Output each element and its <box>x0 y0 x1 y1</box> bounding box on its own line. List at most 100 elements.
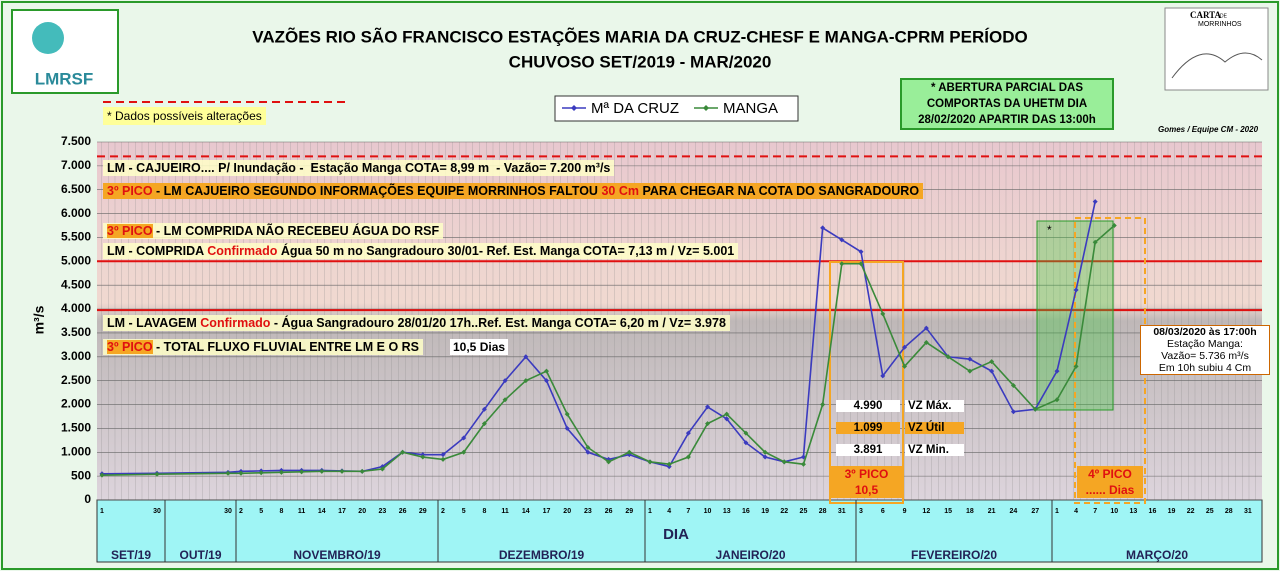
series-marker <box>154 471 160 477</box>
series-marker <box>461 449 467 455</box>
series-marker <box>743 440 749 446</box>
x-tick-label: 19 <box>1168 508 1176 515</box>
box-line: COMPORTAS DA UHETM DIA <box>926 98 1088 110</box>
series-marker <box>762 454 768 460</box>
series-marker <box>902 344 908 350</box>
x-tick-label: 23 <box>379 508 387 515</box>
series-marker <box>225 470 231 476</box>
logo-icon <box>32 22 64 54</box>
series-marker <box>945 354 951 360</box>
series-marker <box>319 468 325 474</box>
box-line: * ABERTURA PARCIAL DAS <box>930 82 1084 94</box>
x-tick-label: 30 <box>224 508 232 515</box>
x-tick-label: 31 <box>838 508 846 515</box>
x-tick-label: 30 <box>153 508 161 515</box>
x-tick-label: 5 <box>462 508 466 515</box>
series-marker <box>762 449 768 455</box>
y-tick-label: 3.000 <box>61 349 91 363</box>
x-tick-label: 17 <box>543 508 551 515</box>
vz-label: VZ Min. <box>905 444 964 456</box>
series-marker <box>923 325 929 331</box>
x-tick-label: 2 <box>239 508 243 515</box>
legend-marker <box>703 105 709 111</box>
series-marker <box>99 472 105 478</box>
y-tick-label: 2.500 <box>61 373 91 387</box>
series-marker <box>858 249 864 255</box>
vz-value: 4.990 <box>836 400 900 412</box>
x-tick-label: 11 <box>298 508 306 515</box>
series-marker <box>585 444 591 450</box>
x-tick-label: 25 <box>800 508 808 515</box>
series-marker <box>544 368 549 374</box>
series-marker <box>544 378 549 384</box>
logo-left <box>11 9 119 94</box>
x-tick-label: 4 <box>667 508 671 515</box>
x-tick-label: 26 <box>605 508 613 515</box>
legend-label: MANGA <box>723 100 778 117</box>
legend-marker <box>571 105 577 111</box>
note-text: 30 Cm <box>601 184 639 198</box>
series-marker <box>967 368 973 374</box>
series-marker <box>258 470 264 476</box>
logo-right-text: MORRINHOS <box>1198 21 1242 28</box>
y-tick-label: 1.500 <box>61 421 91 435</box>
note-text: - TOTAL FLUXO FLUVIAL ENTRE LM E O RS <box>152 340 419 354</box>
note-text: - LM CAJUEIRO SEGUNDO INFORMAÇÕES EQUIPE… <box>152 184 602 198</box>
series-marker <box>1010 382 1016 388</box>
x-tick-label: 14 <box>318 508 326 515</box>
series-marker <box>858 261 864 267</box>
x-tick-label: 29 <box>625 508 633 515</box>
month-label: SET/19 <box>111 548 151 562</box>
y-tick-label: 7.000 <box>61 158 91 172</box>
days-label: 10,5 Dias <box>450 339 509 355</box>
x-tick-label: 1 <box>648 508 652 515</box>
series-marker <box>880 373 886 379</box>
x-tick-label: 13 <box>723 508 731 515</box>
y-tick-label: 2.000 <box>61 397 91 411</box>
series-marker <box>1092 199 1098 205</box>
x-tick-label: 10 <box>1110 508 1118 515</box>
x-tick-label: 7 <box>1093 508 1097 515</box>
note-text: 3º PICO <box>107 224 153 238</box>
x-tick-label: 1 <box>1055 508 1059 515</box>
series-marker <box>880 311 886 317</box>
callout-text: Em 10h subiu 4 Cm <box>1158 362 1252 374</box>
x-tick-label: 8 <box>279 508 283 515</box>
series-marker <box>800 461 806 467</box>
series-marker <box>647 459 653 465</box>
series-marker <box>339 468 345 474</box>
series-marker <box>839 261 845 267</box>
series-marker <box>685 430 691 436</box>
series-marker <box>820 225 826 231</box>
y-tick-label: 6.500 <box>61 182 91 196</box>
box-line: 28/02/2020 APARTIR DAS 13:00h <box>918 114 1096 126</box>
x-axis-label: DIA <box>663 526 689 543</box>
x-tick-label: 20 <box>563 508 571 515</box>
x-tick-label: 3 <box>859 508 863 515</box>
series-marker <box>523 354 529 360</box>
series-marker <box>1054 368 1060 374</box>
y-tick-label: 1.000 <box>61 444 91 458</box>
series-marker <box>420 454 426 460</box>
x-tick-label: 4 <box>1074 508 1078 515</box>
x-tick-label: 12 <box>922 508 930 515</box>
note-text: LM - COMPRIDA <box>107 244 208 258</box>
series-marker <box>359 468 365 474</box>
credit: Gomes / Equipe CM - 2020 <box>1158 125 1259 134</box>
title: VAZÕES RIO SÃO FRANCISCO ESTAÇÕES MARIA … <box>252 26 1027 46</box>
series-marker <box>1073 287 1079 293</box>
x-tick-label: 17 <box>338 508 346 515</box>
vz-label: VZ Útil <box>905 422 964 434</box>
x-band <box>96 499 1263 563</box>
x-tick-label: 11 <box>501 508 509 515</box>
series-marker <box>1073 363 1079 369</box>
x-tick-label: 1 <box>100 508 104 515</box>
note-text: LM - LAVAGEM <box>107 316 201 330</box>
note: LM - CAJUEIRO.... P/ Inundação - Estação… <box>103 160 615 176</box>
series-marker <box>400 449 406 455</box>
note-text: 3º PICO <box>107 184 153 198</box>
note: LM - COMPRIDA Confirmado Água 50 m no Sa… <box>103 243 739 259</box>
series-marker <box>743 430 749 436</box>
note: LM - LAVAGEM Confirmado - Água Sangradou… <box>103 315 730 331</box>
